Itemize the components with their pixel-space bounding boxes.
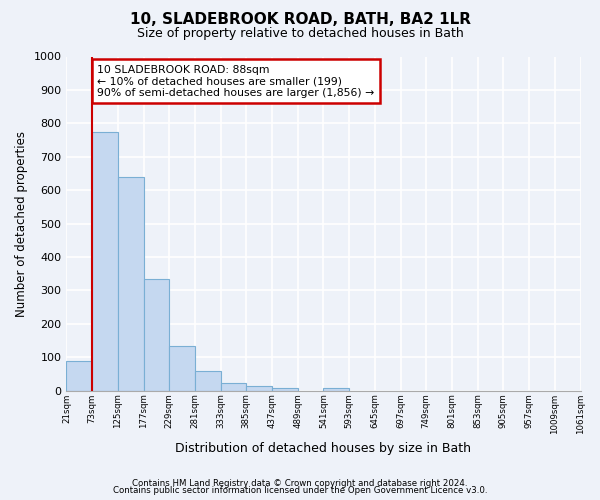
Bar bbox=[169, 346, 195, 391]
Text: 10 SLADEBROOK ROAD: 88sqm
← 10% of detached houses are smaller (199)
90% of semi: 10 SLADEBROOK ROAD: 88sqm ← 10% of detac… bbox=[97, 65, 374, 98]
Y-axis label: Number of detached properties: Number of detached properties bbox=[15, 130, 28, 316]
Text: Size of property relative to detached houses in Bath: Size of property relative to detached ho… bbox=[137, 28, 463, 40]
Bar bbox=[247, 386, 272, 390]
X-axis label: Distribution of detached houses by size in Bath: Distribution of detached houses by size … bbox=[175, 442, 472, 455]
Bar bbox=[323, 388, 349, 390]
Bar bbox=[221, 383, 247, 390]
Bar bbox=[92, 132, 118, 390]
Bar bbox=[118, 176, 143, 390]
Bar bbox=[272, 388, 298, 390]
Text: Contains HM Land Registry data © Crown copyright and database right 2024.: Contains HM Land Registry data © Crown c… bbox=[132, 478, 468, 488]
Text: Contains public sector information licensed under the Open Government Licence v3: Contains public sector information licen… bbox=[113, 486, 487, 495]
Bar bbox=[67, 361, 92, 390]
Bar bbox=[195, 371, 221, 390]
Text: 10, SLADEBROOK ROAD, BATH, BA2 1LR: 10, SLADEBROOK ROAD, BATH, BA2 1LR bbox=[130, 12, 470, 28]
Bar bbox=[143, 280, 169, 390]
